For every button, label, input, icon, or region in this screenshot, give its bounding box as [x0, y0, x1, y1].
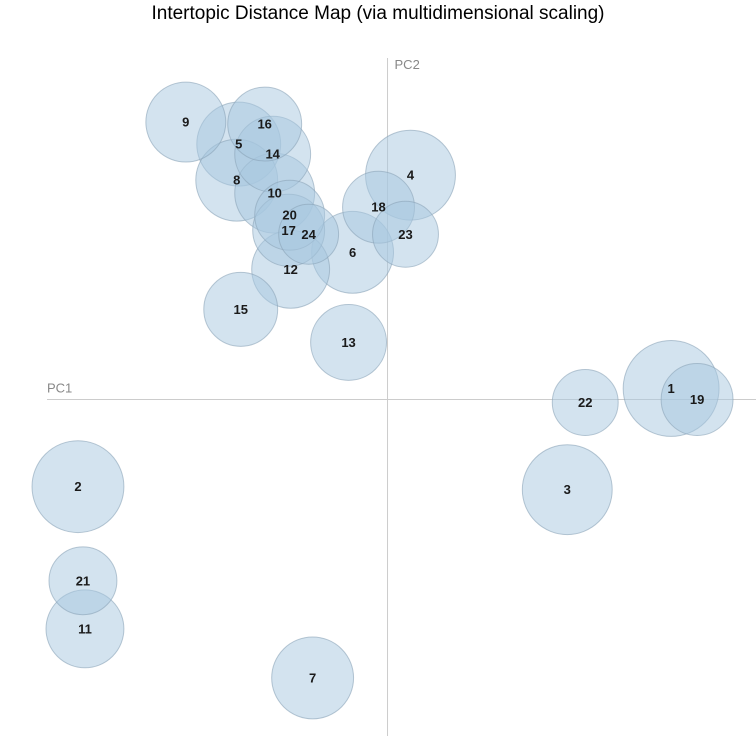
topic-label-5: 5	[235, 137, 242, 152]
topic-label-22: 22	[578, 395, 592, 410]
topic-bubble-15[interactable]	[203, 271, 279, 347]
topic-bubble-21[interactable]	[48, 546, 118, 616]
topic-label-23: 23	[398, 227, 412, 242]
topic-bubble-9[interactable]	[145, 81, 227, 163]
topic-bubble-23[interactable]	[372, 200, 439, 268]
topic-bubble-3[interactable]	[521, 444, 613, 536]
topic-label-21: 21	[76, 573, 90, 588]
topic-bubble-13[interactable]	[310, 303, 388, 381]
topic-label-3: 3	[564, 482, 571, 497]
pc2-axis-label: PC2	[395, 57, 420, 72]
topic-label-13: 13	[341, 335, 355, 350]
topic-bubble-22[interactable]	[551, 369, 619, 436]
topic-label-12: 12	[283, 262, 297, 277]
topic-label-15: 15	[233, 302, 247, 317]
topic-label-8: 8	[233, 173, 240, 188]
topic-label-10: 10	[267, 186, 281, 201]
topic-label-7: 7	[309, 670, 316, 685]
topic-label-9: 9	[182, 115, 189, 130]
topic-bubble-24[interactable]	[278, 203, 340, 265]
topic-label-14: 14	[265, 147, 280, 162]
topic-bubble-16[interactable]	[227, 86, 303, 162]
topic-label-1: 1	[668, 381, 675, 396]
topic-bubble-2[interactable]	[31, 440, 125, 534]
topic-bubble-19[interactable]	[660, 363, 734, 436]
topic-label-18: 18	[371, 200, 385, 215]
topic-label-16: 16	[257, 117, 271, 132]
topic-label-19: 19	[690, 392, 704, 407]
topic-label-24: 24	[301, 227, 316, 242]
topic-bubble-7[interactable]	[271, 636, 355, 720]
topic-label-4: 4	[407, 168, 415, 183]
topic-label-6: 6	[349, 245, 356, 260]
chart-title: Intertopic Distance Map (via multidimens…	[151, 3, 605, 24]
topic-label-2: 2	[74, 479, 81, 494]
topic-label-17: 17	[281, 223, 295, 238]
topic-label-11: 11	[78, 621, 92, 636]
pc1-axis-label: PC1	[47, 381, 72, 396]
topic-label-20: 20	[282, 208, 296, 223]
